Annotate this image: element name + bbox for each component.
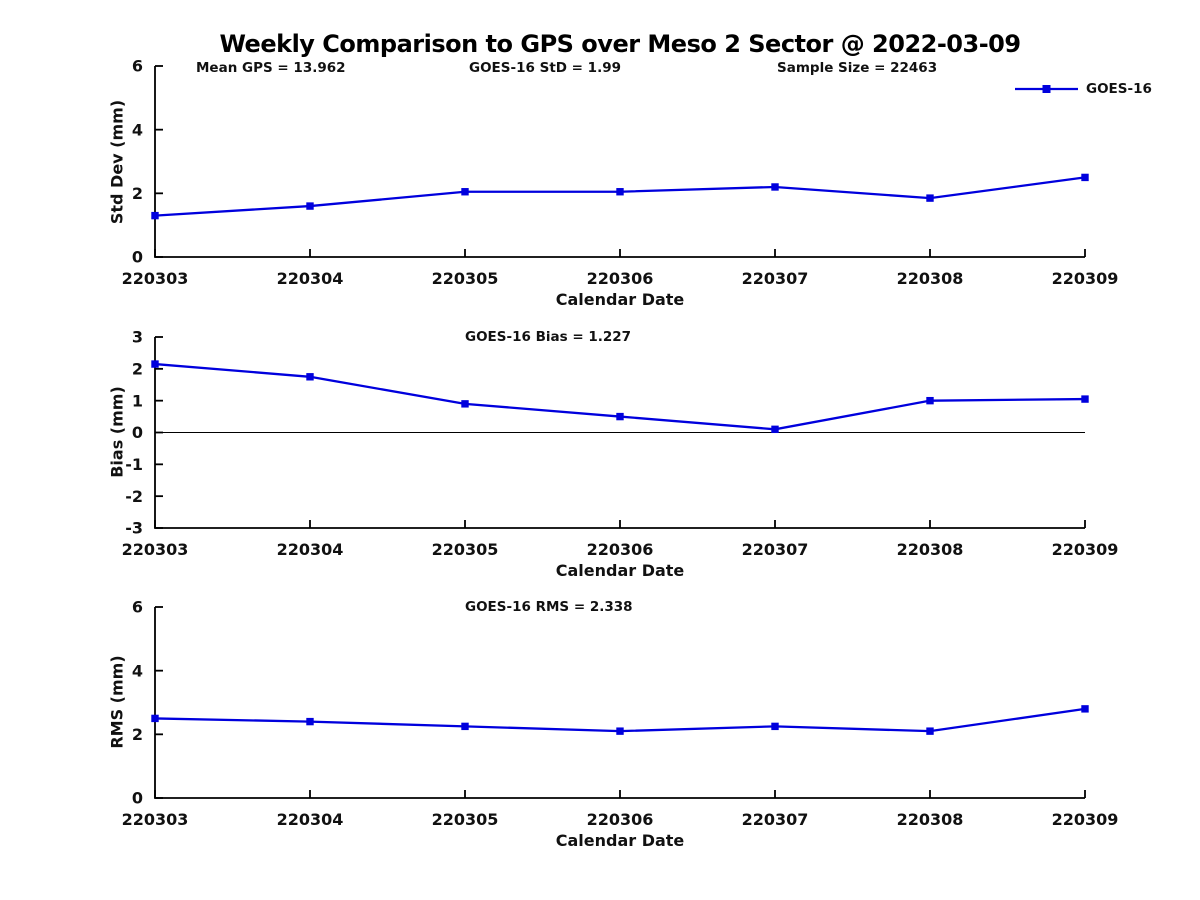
data-point-marker: [926, 727, 934, 735]
y-tick-label: 0: [132, 789, 143, 808]
x-tick-label: 220306: [587, 810, 654, 829]
data-point-marker: [771, 722, 779, 731]
data-point-marker: [461, 722, 469, 731]
goes16-rms-annotation: GOES-16 RMS = 2.338: [465, 599, 633, 615]
figure-title: Weekly Comparison to GPS over Meso 2 Sec…: [219, 30, 1021, 58]
legend-label: GOES-16: [1086, 81, 1152, 97]
data-point-marker: [461, 400, 469, 408]
y-tick-label: 6: [132, 57, 143, 76]
goes16-bias-annotation: GOES-16 Bias = 1.227: [465, 329, 632, 345]
y-tick-label: 0: [132, 248, 143, 267]
calendar-date-label-bottom: Calendar Date: [555, 831, 685, 850]
x-tick-label: 220303: [122, 810, 189, 829]
data-point-marker: [926, 194, 934, 202]
data-point-marker: [151, 211, 159, 220]
y-tick-label: 2: [132, 725, 143, 744]
sample-size-annotation: Sample Size = 22463: [777, 60, 938, 76]
y-tick-label: 4: [132, 661, 143, 680]
data-point-marker: [1081, 705, 1089, 713]
legend-marker: [1042, 85, 1051, 93]
x-tick-label: 220309: [1052, 810, 1119, 829]
x-tick-label: 220306: [587, 269, 654, 288]
y-tick-label: 6: [132, 598, 143, 617]
axis-spines: [154, 66, 1085, 258]
x-tick-label: 220306: [587, 540, 654, 559]
calendar-date-label-top: Calendar Date: [555, 290, 685, 309]
data-point-marker: [926, 396, 934, 405]
x-tick-label: 220303: [122, 540, 189, 559]
mean-gps-annotation: Mean GPS = 13.962: [196, 60, 346, 76]
x-tick-label: 220307: [742, 810, 809, 829]
data-point-marker: [616, 412, 624, 421]
y-tick-label: 0: [132, 423, 143, 442]
x-tick-label: 220304: [277, 810, 344, 829]
x-tick-label: 220307: [742, 540, 809, 559]
y-tick-label: -2: [125, 487, 143, 506]
data-point-marker: [771, 425, 779, 434]
x-tick-label: 220305: [432, 269, 499, 288]
y-tick-label: 4: [132, 120, 143, 139]
y-tick-label: 3: [132, 328, 143, 347]
x-tick-label: 220304: [277, 269, 344, 288]
data-point-marker: [616, 188, 624, 196]
x-tick-label: 220305: [432, 540, 499, 559]
bias-axis-label: Bias (mm): [107, 386, 127, 478]
x-tick-label: 220308: [897, 810, 964, 829]
y-tick-label: -3: [125, 519, 143, 538]
data-point-marker: [461, 188, 469, 196]
x-tick-label: 220303: [122, 269, 189, 288]
data-point-marker: [306, 717, 314, 726]
rms-axis-label: RMS (mm): [107, 655, 127, 749]
data-point-marker: [151, 714, 159, 723]
data-point-marker: [306, 373, 314, 381]
data-point-marker: [1081, 395, 1089, 403]
x-tick-label: 220307: [742, 269, 809, 288]
y-tick-label: 2: [132, 184, 143, 203]
x-tick-label: 220308: [897, 269, 964, 288]
data-point-marker: [151, 360, 159, 368]
data-point-marker: [616, 727, 624, 735]
y-tick-label: 2: [132, 359, 143, 378]
y-tick-label: -1: [125, 455, 143, 474]
x-tick-label: 220305: [432, 810, 499, 829]
y-tick-label: 1: [132, 391, 143, 410]
stddev-axis-label: Std Dev (mm): [107, 99, 127, 225]
data-point-marker: [306, 202, 314, 210]
x-tick-label: 220309: [1052, 269, 1119, 288]
x-tick-label: 220304: [277, 540, 344, 559]
goes16-std-annotation: GOES-16 StD = 1.99: [469, 60, 621, 76]
data-point-marker: [1081, 173, 1089, 182]
data-point-marker: [771, 183, 779, 191]
series-line: [154, 176, 1086, 217]
axis-spines: [154, 607, 1085, 799]
calendar-date-label-middle: Calendar Date: [555, 561, 685, 580]
x-tick-label: 220308: [897, 540, 964, 559]
x-tick-label: 220309: [1052, 540, 1119, 559]
